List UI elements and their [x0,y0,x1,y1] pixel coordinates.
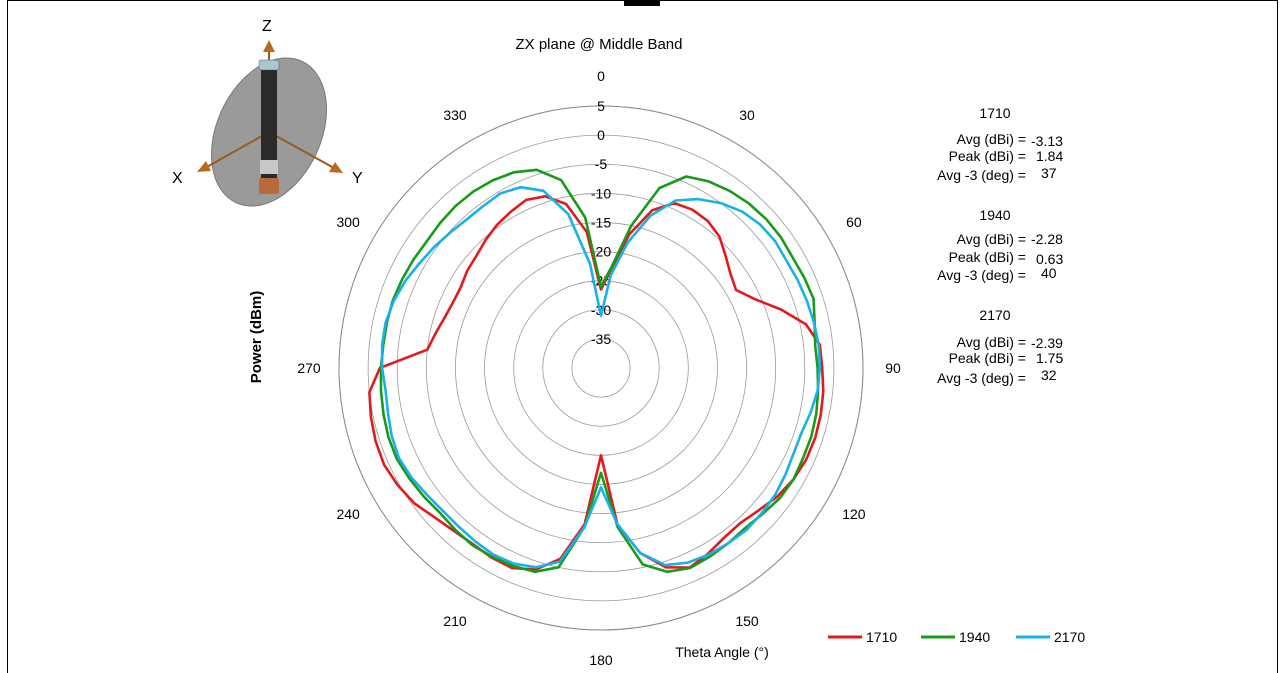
legend-label: 2170 [1054,629,1085,645]
stats-deg-value: 32 [1041,367,1057,383]
z-axis-label: Z [262,18,272,35]
series-lines [368,168,825,574]
legend-label: 1940 [959,629,990,645]
stats-group-1940: 1940 Avg (dBi) = -2.28 Peak (dBi) = 0.63… [937,207,1063,283]
grid-outer-ring [338,105,864,631]
series-line-1710 [368,195,825,571]
stats-peak-value: 1.84 [1036,148,1063,164]
chart-title: ZX plane @ Middle Band [516,36,683,53]
angle-tick-label: 300 [336,214,360,230]
x-axis-label: X [172,170,183,187]
grid-ring [425,192,777,544]
stats-avg-label: Avg (dBi) = [957,131,1026,147]
angle-tick-label: 150 [735,613,759,629]
y-arrow-icon [329,162,343,173]
series-line-2170 [380,185,822,569]
antenna-orientation-icon: Z X Y [172,18,363,207]
angle-tick-label: 330 [443,107,467,123]
stats-peak-value: 0.63 [1036,251,1063,267]
angle-tick-label: 90 [885,360,901,376]
stats-group-1710: 1710 Avg (dBi) = -3.13 Peak (dBi) = 1.84… [937,105,1063,183]
stats-peak-label: Peak (dBi) = [949,350,1026,366]
radial-tick-label: 5 [597,98,605,114]
angle-tick-labels: 0 30 60 90 120 150 180 210 240 270 300 330 [297,68,901,668]
antenna-cap [258,59,280,71]
series-line-1940 [379,168,820,574]
x-arrow-icon [197,161,211,172]
angle-tick-label: 30 [739,107,755,123]
stats-deg-label: Avg -3 (deg) = [937,167,1026,183]
z-arrow-icon [263,40,275,52]
stats-deg-value: 37 [1041,165,1057,181]
grid-ring [542,309,660,427]
y-axis-line [268,131,335,169]
antenna-body [261,66,277,184]
stats-deg-value: 40 [1041,265,1057,281]
grid-ring [367,134,835,602]
statistics-panel: 1710 Avg (dBi) = -3.13 Peak (dBi) = 1.84… [937,105,1063,386]
grid-ring [571,338,631,398]
grid-ring [484,251,718,485]
polar-grid [338,105,864,631]
radial-tick-label: -15 [591,214,611,230]
stats-avg-value: -2.28 [1031,231,1063,247]
angle-tick-label: 270 [297,360,321,376]
y-axis-title: Power (dBm) [248,291,265,384]
stats-peak-label: Peak (dBi) = [949,249,1026,265]
stats-avg-label: Avg (dBi) = [957,334,1026,350]
angle-tick-label: 240 [336,506,360,522]
stats-avg-value: -3.13 [1031,133,1063,149]
radial-tick-label: -20 [591,244,611,260]
legend-label: 1710 [866,629,897,645]
stats-band-name: 1710 [979,105,1010,121]
angle-tick-label: 180 [589,652,613,668]
angle-tick-label: 0 [597,68,605,84]
radial-tick-label: 0 [597,127,605,143]
grid-ring [455,222,747,514]
stats-peak-value: 1.75 [1036,350,1063,366]
stats-group-2170: 2170 Avg (dBi) = -2.39 Peak (dBi) = 1.75… [937,307,1063,386]
angle-tick-label: 210 [443,613,467,629]
stats-band-name: 2170 [979,307,1010,323]
title-fragment [624,0,660,6]
grid-ring [396,163,806,573]
y-axis-label: Y [352,170,363,187]
radial-tick-label: -10 [591,185,611,201]
radial-tick-label: -35 [591,331,611,347]
stats-peak-label: Peak (dBi) = [949,148,1026,164]
radial-tick-label: -5 [595,156,608,172]
legend: 1710 1940 2170 [828,629,1085,645]
stats-deg-label: Avg -3 (deg) = [937,267,1026,283]
angle-tick-label: 60 [846,214,862,230]
stats-band-name: 1940 [979,207,1010,223]
stats-avg-value: -2.39 [1031,335,1063,351]
stats-deg-label: Avg -3 (deg) = [937,370,1026,386]
angle-tick-label: 120 [842,506,866,522]
antenna-connector [259,178,279,194]
stats-avg-label: Avg (dBi) = [957,231,1026,247]
antenna-band [260,160,278,174]
x-axis-title: Theta Angle (°) [675,644,769,660]
x-axis-line [204,131,270,169]
